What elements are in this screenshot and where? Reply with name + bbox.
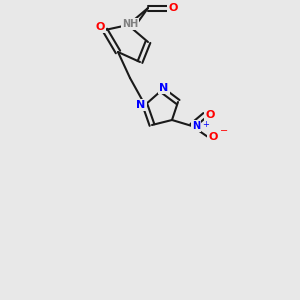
Text: O: O xyxy=(168,3,178,13)
Text: N: N xyxy=(192,121,200,131)
Text: O: O xyxy=(205,110,215,120)
Text: O: O xyxy=(95,22,105,32)
Text: N: N xyxy=(159,83,169,93)
Text: +: + xyxy=(202,120,209,129)
Text: NH: NH xyxy=(122,19,138,29)
Text: O: O xyxy=(208,132,218,142)
Text: N: N xyxy=(136,100,146,110)
Text: −: − xyxy=(220,126,228,136)
